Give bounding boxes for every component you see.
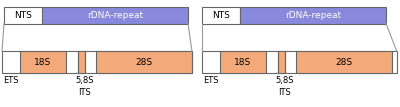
Bar — [20, 51, 66, 73]
Text: NTS: NTS — [212, 11, 230, 20]
Bar — [240, 7, 386, 24]
Bar — [4, 7, 42, 24]
Text: ETS: ETS — [3, 76, 19, 85]
Text: 28S: 28S — [336, 58, 353, 67]
Text: ITS: ITS — [278, 88, 291, 97]
Bar — [202, 51, 397, 73]
Text: rDNA-repeat: rDNA-repeat — [87, 11, 143, 20]
Bar — [96, 51, 192, 73]
Text: 18S: 18S — [34, 58, 52, 67]
Text: ITS: ITS — [78, 88, 91, 97]
Bar — [78, 51, 85, 73]
Text: 5,8S: 5,8S — [76, 76, 94, 85]
Text: rDNA-repeat: rDNA-repeat — [285, 11, 341, 20]
Bar — [296, 51, 392, 73]
Bar — [2, 51, 192, 73]
Text: 28S: 28S — [136, 58, 153, 67]
Text: NTS: NTS — [14, 11, 32, 20]
Text: 18S: 18S — [234, 58, 252, 67]
Bar — [202, 7, 240, 24]
Text: ETS: ETS — [203, 76, 219, 85]
Bar — [220, 51, 266, 73]
Text: 5,8S: 5,8S — [276, 76, 294, 85]
Bar — [42, 7, 188, 24]
Bar — [278, 51, 285, 73]
